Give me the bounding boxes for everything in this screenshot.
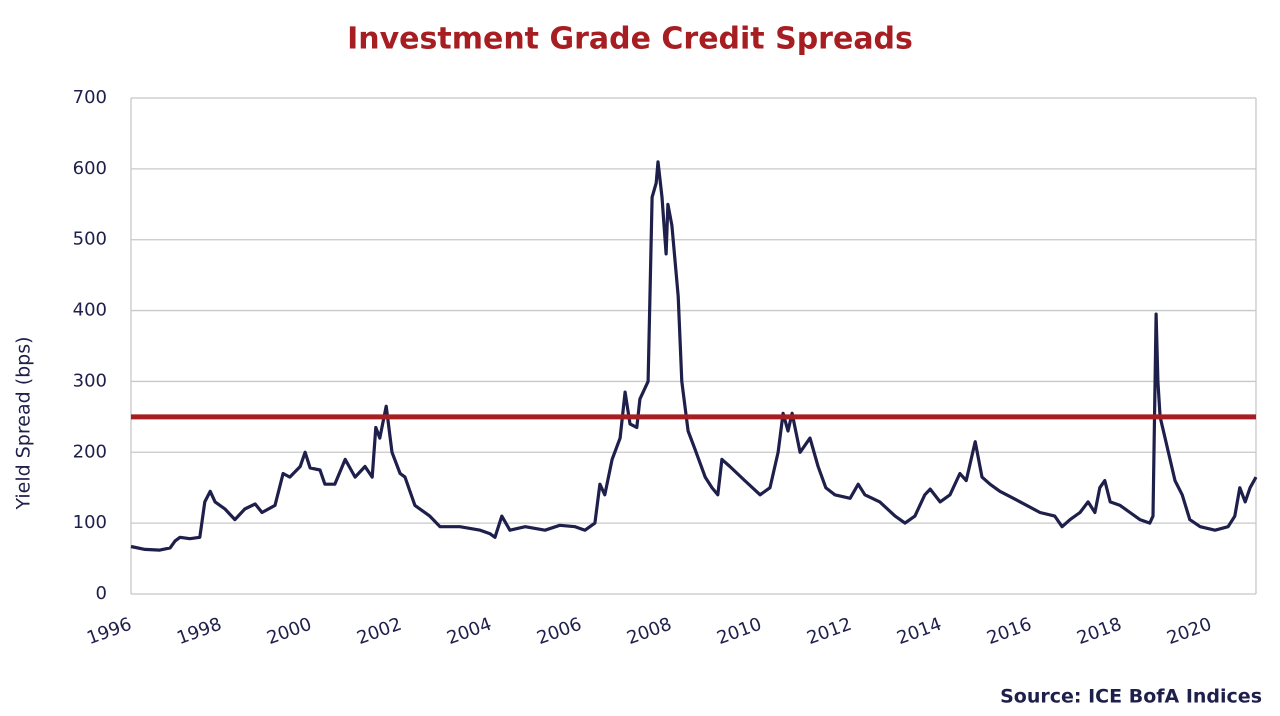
x-tick-label: 2002: [354, 614, 404, 649]
x-tick-label: 2012: [804, 614, 854, 649]
x-tick-label: 2020: [1164, 614, 1214, 649]
x-tick-label: 1996: [84, 614, 134, 649]
source-note: Source: ICE BofA Indices: [1000, 686, 1262, 708]
x-tick-label: 2010: [714, 614, 764, 649]
x-tick-label: 2008: [624, 614, 674, 649]
y-tick-label: 100: [73, 512, 107, 533]
x-tick-label: 2004: [444, 614, 494, 649]
data-line: [130, 160, 1258, 552]
y-tick-label: 400: [73, 300, 107, 321]
y-axis-label: Yield Spread (bps): [13, 336, 35, 510]
x-tick-label: 2000: [264, 614, 314, 649]
x-tick-label: 2018: [1074, 614, 1124, 649]
y-tick-label: 500: [73, 229, 107, 250]
y-tick-label: 600: [73, 158, 107, 179]
x-tick-label: 1998: [174, 614, 224, 649]
y-tick-label: 700: [73, 87, 107, 108]
chart-title: Investment Grade Credit Spreads: [347, 22, 913, 57]
x-tick-label: 2006: [534, 614, 584, 649]
x-tick-label: 2016: [984, 614, 1034, 649]
y-tick-label: 300: [73, 370, 107, 391]
y-tick-label: 200: [73, 441, 107, 462]
y-tick-label: 0: [96, 583, 107, 604]
x-tick-label: 2014: [894, 614, 944, 649]
